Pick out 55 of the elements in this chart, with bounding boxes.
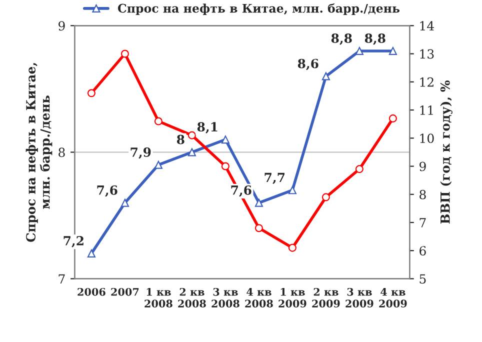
point xyxy=(355,165,364,174)
y2-axis-title: ВВП (год к году), % xyxy=(440,80,452,224)
data-label: 8,6 xyxy=(298,58,318,70)
point xyxy=(120,198,129,207)
data-label: 7,2 xyxy=(64,236,84,248)
point xyxy=(188,148,196,156)
x-tick-label: 1 кв 2009 xyxy=(278,288,306,308)
x-tick-label: 3 кв 2009 xyxy=(346,288,374,308)
point xyxy=(154,160,162,169)
point xyxy=(221,162,230,170)
data-label: 7,9 xyxy=(130,147,151,159)
y2-tick-label: 5 xyxy=(420,274,426,284)
point xyxy=(254,198,263,207)
x-tick-label: 2 кв 2009 xyxy=(312,288,340,308)
legend-label: Спрос на нефть в Китае, млн. барр./день xyxy=(118,3,400,16)
y-tick-label: 8 xyxy=(58,148,65,158)
x-tick-label: 1 кв 2008 xyxy=(144,288,172,308)
point xyxy=(87,249,96,258)
point xyxy=(154,117,162,126)
y2-tick-label: 13 xyxy=(420,49,434,59)
point xyxy=(120,50,129,58)
y-tick-label: 7 xyxy=(58,274,65,284)
y-axis-title: Спрос на нефть в Китае, млн. барр./день xyxy=(26,63,52,242)
point xyxy=(188,131,196,140)
y2-tick-label: 7 xyxy=(420,218,426,228)
x-tick-label: 4 кв 2008 xyxy=(245,288,273,308)
y2-tick-label: 9 xyxy=(420,162,426,172)
x-tick-label: 2006 xyxy=(78,288,106,296)
point xyxy=(87,89,96,98)
data-label: 8,8 xyxy=(364,34,386,45)
y2-tick-label: 6 xyxy=(420,246,426,256)
y2-tick-label: 14 xyxy=(420,21,434,30)
point xyxy=(388,46,397,55)
x-tick-label: 2007 xyxy=(111,288,139,296)
y2-tick-label: 11 xyxy=(420,105,433,115)
point xyxy=(288,244,296,252)
data-label: 7,6 xyxy=(231,185,252,197)
point xyxy=(221,136,230,144)
point xyxy=(388,114,397,122)
data-label: 7,6 xyxy=(97,185,118,197)
x-tick-label: 2 кв 2008 xyxy=(178,288,206,308)
point xyxy=(288,186,296,194)
y2-tick-label: 12 xyxy=(420,77,434,87)
x-tick-label: 4 кв 2009 xyxy=(379,288,407,308)
y2-tick-label: 10 xyxy=(420,134,434,144)
data-label: 8 xyxy=(176,134,184,144)
point xyxy=(254,224,263,232)
point xyxy=(322,72,330,80)
y2-tick-label: 8 xyxy=(420,190,426,200)
data-label: 7,7 xyxy=(264,172,284,184)
data-label: 8,1 xyxy=(197,122,218,134)
y-tick-label: 9 xyxy=(58,21,65,31)
point xyxy=(322,193,330,202)
data-label: 8,8 xyxy=(331,34,352,45)
x-tick-label: 3 кв 2008 xyxy=(212,288,240,308)
